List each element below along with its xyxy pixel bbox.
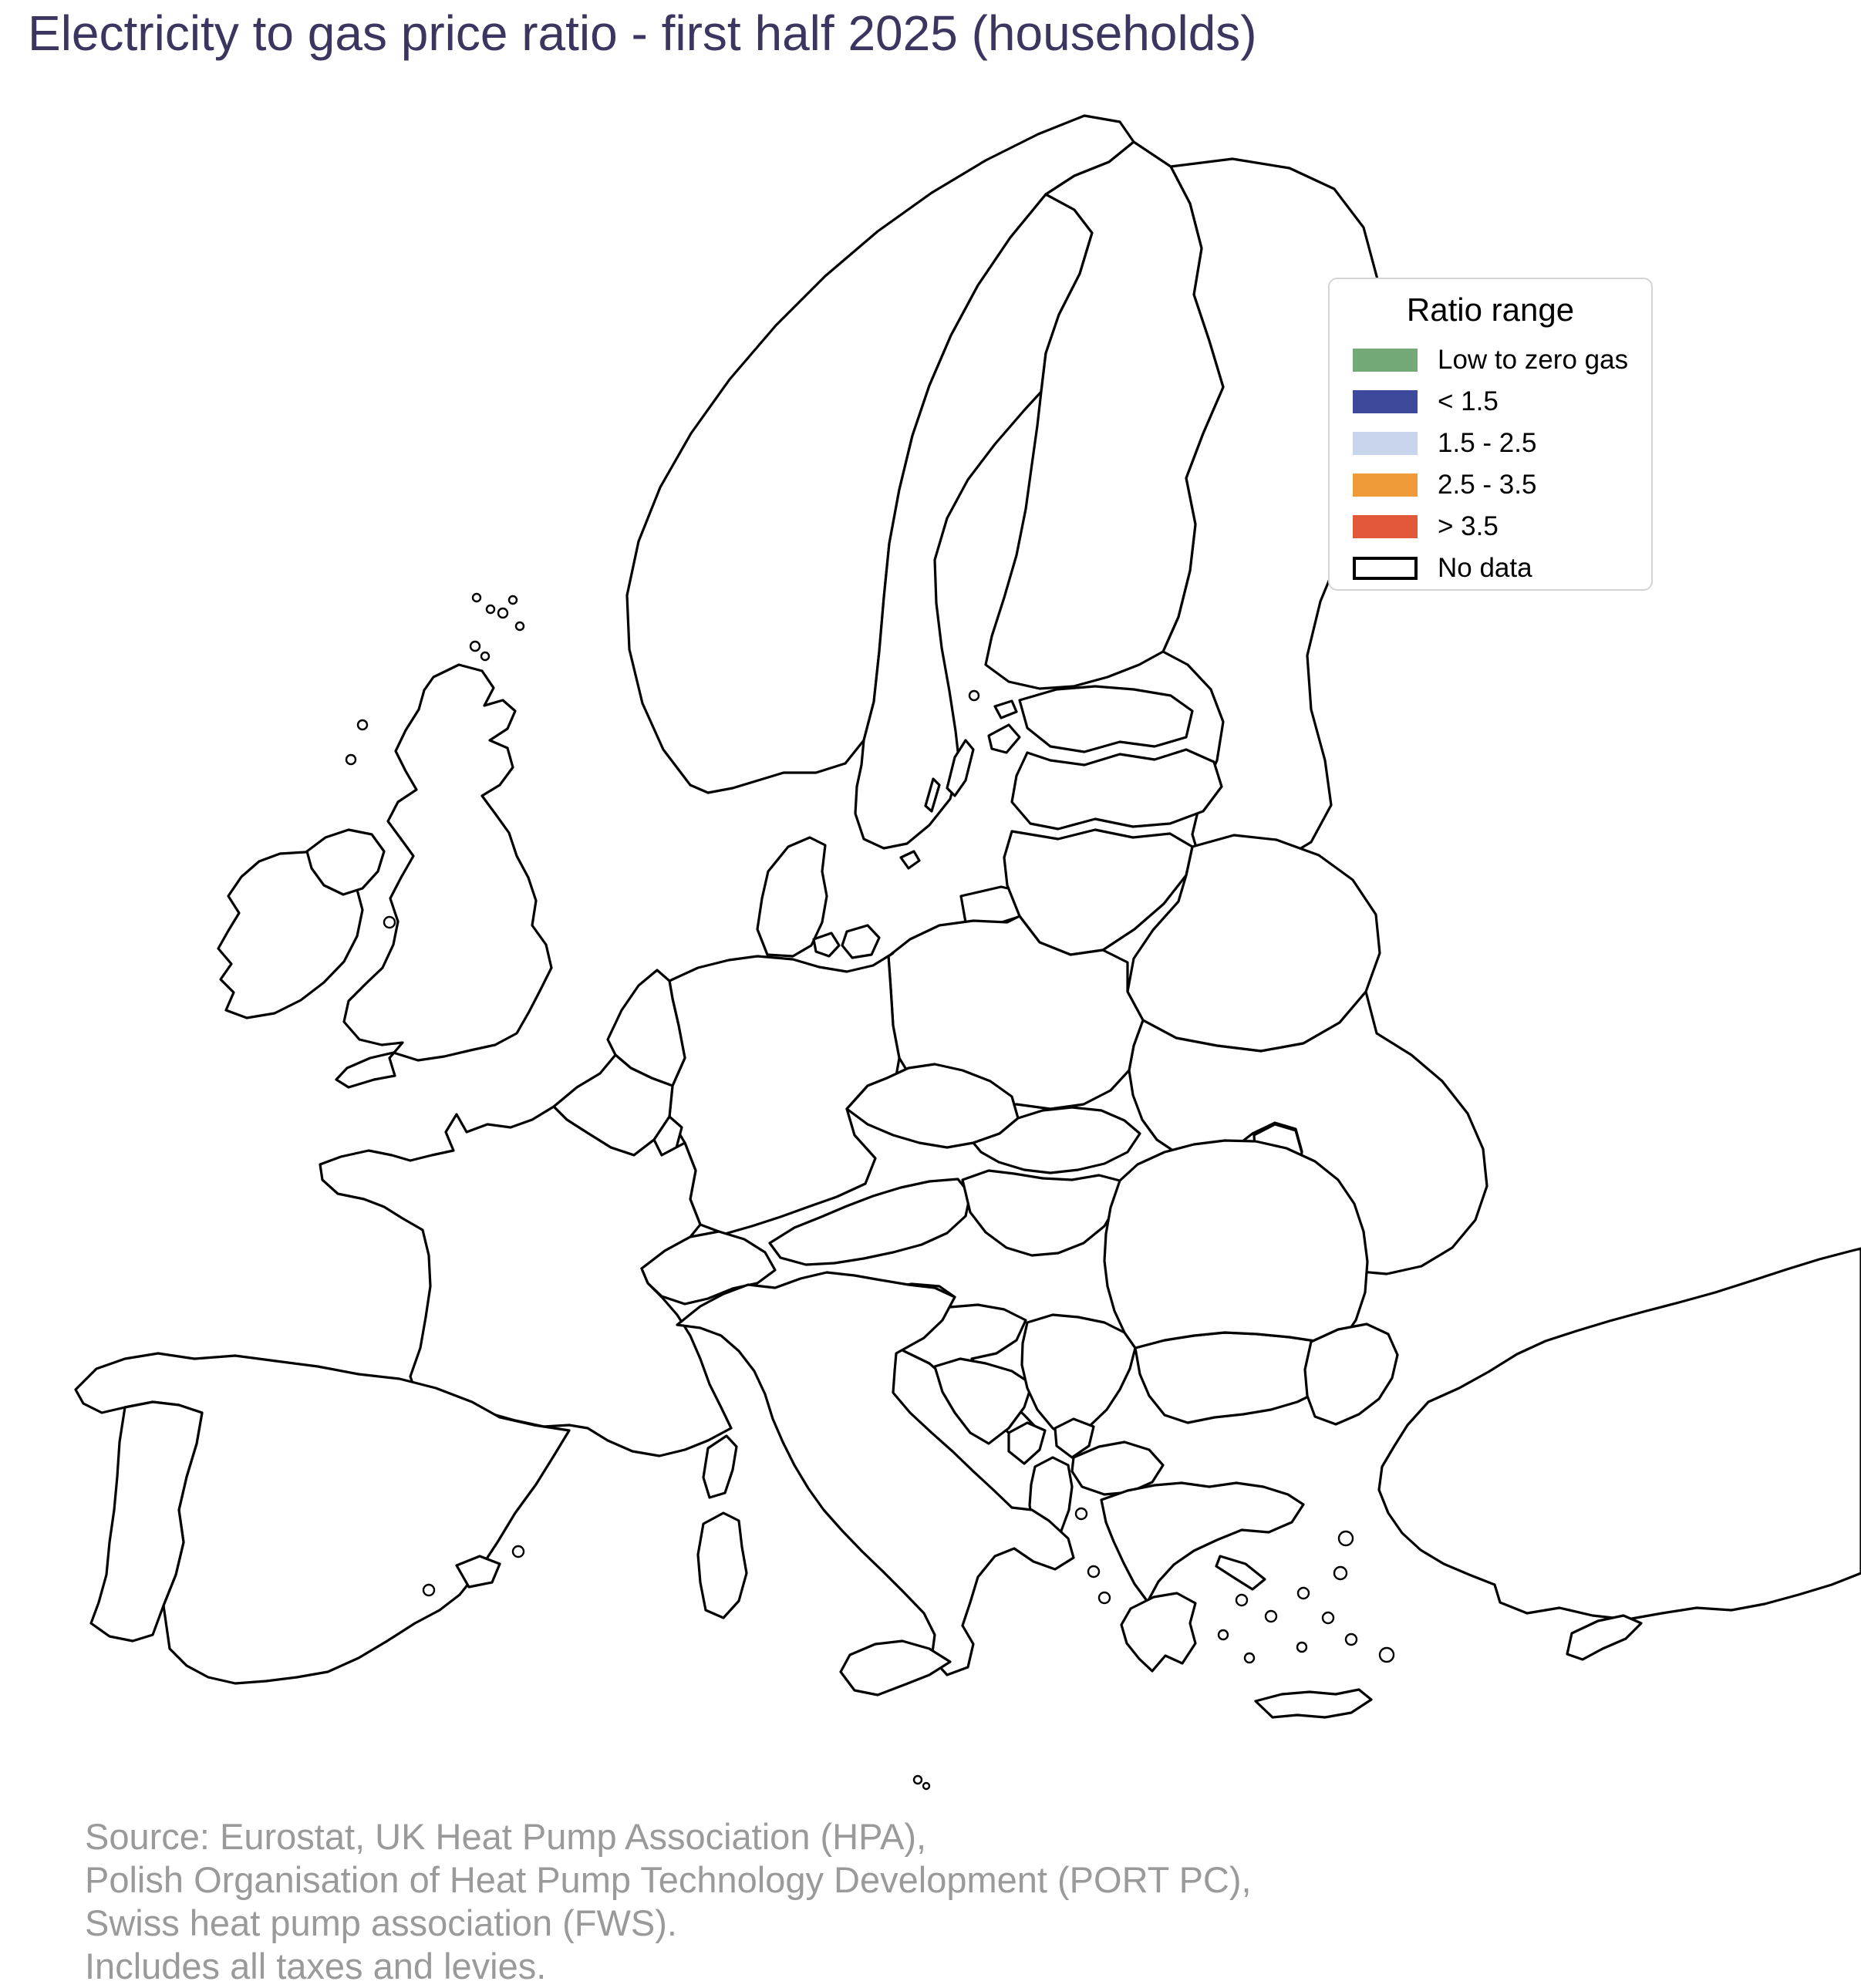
country-lithuania bbox=[1003, 828, 1194, 956]
country-sweden-oland bbox=[924, 777, 941, 813]
country-uk-hebrides-1 bbox=[356, 719, 369, 731]
country-estonia-saaremaa bbox=[987, 723, 1021, 754]
country-bosnia bbox=[933, 1357, 1033, 1445]
page-title: Electricity to gas price ratio - first h… bbox=[28, 5, 1257, 61]
legend-label: No data bbox=[1438, 553, 1532, 583]
country-greece-cyclades-1 bbox=[1235, 1593, 1249, 1607]
country-greece-cyclades-8 bbox=[1217, 1629, 1229, 1641]
country-greece-crete bbox=[1254, 1688, 1373, 1719]
country-greece-ionian-1 bbox=[1087, 1565, 1101, 1579]
country-serbia bbox=[1020, 1313, 1137, 1442]
country-uk-shetland-2 bbox=[507, 595, 518, 605]
legend-item-2-5-3-5: 2.5 - 3.5 bbox=[1330, 464, 1651, 506]
country-greece-cyclades-4 bbox=[1321, 1611, 1335, 1625]
country-faroe-2 bbox=[485, 604, 496, 615]
source-note: Source: Eurostat, UK Heat Pump Associati… bbox=[85, 1815, 1252, 1988]
country-cyprus bbox=[1566, 1614, 1643, 1661]
country-denmark bbox=[756, 836, 828, 958]
country-italy bbox=[676, 1271, 1075, 1676]
legend-swatch-gt-3-5 bbox=[1353, 515, 1418, 538]
legend-label: < 1.5 bbox=[1438, 386, 1499, 416]
country-greece-corfu bbox=[1074, 1507, 1088, 1521]
country-france-corsica bbox=[702, 1434, 738, 1499]
country-turkey-thrace bbox=[1303, 1323, 1399, 1426]
source-line-3: Swiss heat pump association (FWS). bbox=[85, 1902, 677, 1943]
country-uk-northern-ireland bbox=[305, 828, 386, 896]
legend: Ratio range Low to zero gas < 1.5 1.5 - … bbox=[1328, 278, 1653, 591]
legend-item-1-5-2-5: 1.5 - 2.5 bbox=[1330, 423, 1651, 464]
country-turkey-anatolia bbox=[1377, 1247, 1861, 1621]
country-estonia bbox=[1018, 685, 1194, 753]
country-greece-euboea bbox=[1215, 1555, 1266, 1591]
country-spain-ibiza bbox=[422, 1583, 436, 1597]
country-estonia-hiiumaa bbox=[993, 699, 1018, 719]
country-malta-2 bbox=[922, 1781, 931, 1791]
country-faroe-1 bbox=[471, 592, 482, 603]
legend-swatch-1-5-2-5 bbox=[1353, 432, 1418, 455]
country-italy-sicily bbox=[839, 1639, 952, 1697]
country-malta-1 bbox=[912, 1774, 923, 1785]
country-portugal bbox=[89, 1400, 204, 1643]
country-montenegro bbox=[1007, 1421, 1047, 1465]
legend-item-gt-3-5: > 3.5 bbox=[1330, 506, 1651, 548]
country-denmark-zealand bbox=[841, 924, 881, 959]
legend-swatch-2-5-3-5 bbox=[1353, 473, 1418, 497]
country-slovakia bbox=[972, 1106, 1141, 1174]
legend-label: 1.5 - 2.5 bbox=[1438, 428, 1537, 458]
country-greece bbox=[1100, 1481, 1305, 1603]
legend-label: Low to zero gas bbox=[1438, 345, 1629, 375]
country-uk-hebrides-2 bbox=[345, 753, 357, 766]
legend-label: 2.5 - 3.5 bbox=[1438, 470, 1537, 500]
country-greece-lesbos bbox=[1337, 1530, 1354, 1547]
country-uk-shetland-3 bbox=[514, 621, 525, 632]
country-finland bbox=[984, 140, 1225, 690]
country-denmark-funen bbox=[812, 932, 841, 958]
legend-item-low-zero-gas: Low to zero gas bbox=[1330, 339, 1651, 381]
legend-item-no-data: No data bbox=[1330, 548, 1651, 589]
country-greece-cyclades-6 bbox=[1296, 1641, 1308, 1653]
legend-swatch-no-data bbox=[1353, 557, 1418, 580]
country-sweden-gotland bbox=[946, 739, 975, 797]
country-latvia bbox=[1010, 748, 1223, 831]
country-uk-orkney-2 bbox=[480, 651, 491, 662]
source-line-2: Polish Organisation of Heat Pump Technol… bbox=[85, 1859, 1252, 1900]
source-line-1: Source: Eurostat, UK Heat Pump Associati… bbox=[85, 1816, 927, 1857]
country-greece-cyclades-3 bbox=[1296, 1586, 1310, 1600]
country-uk-orkney-1 bbox=[469, 640, 481, 652]
country-uk-shetland-1 bbox=[497, 607, 509, 619]
country-italy-sardinia bbox=[696, 1511, 748, 1619]
country-greece-cyclades-5 bbox=[1344, 1633, 1358, 1646]
country-spain-mallorca bbox=[455, 1555, 501, 1589]
country-greece-ionian-2 bbox=[1097, 1591, 1111, 1605]
country-greece-rhodes bbox=[1378, 1646, 1395, 1663]
country-greece-chios bbox=[1333, 1565, 1348, 1581]
country-isle-of-man bbox=[383, 915, 396, 929]
country-greece-cyclades-2 bbox=[1264, 1609, 1278, 1623]
source-line-4: Includes all taxes and levies. bbox=[85, 1946, 547, 1986]
country-north-macedonia bbox=[1070, 1440, 1165, 1496]
country-hungary bbox=[961, 1169, 1121, 1257]
country-romania bbox=[1103, 1139, 1369, 1349]
country-united-kingdom bbox=[335, 663, 553, 1089]
country-kosovo bbox=[1054, 1417, 1095, 1459]
country-finland-aland bbox=[968, 689, 980, 702]
legend-swatch-low-zero-gas bbox=[1353, 349, 1418, 372]
legend-title: Ratio range bbox=[1406, 291, 1575, 328]
legend-swatch-lt-1-5 bbox=[1353, 390, 1418, 413]
legend-label: > 3.5 bbox=[1438, 511, 1499, 541]
country-spain-menorca bbox=[511, 1545, 525, 1558]
country-denmark-bornholm bbox=[899, 850, 921, 870]
country-greece-peloponnese bbox=[1120, 1592, 1197, 1673]
legend-item-lt-1-5: < 1.5 bbox=[1330, 381, 1651, 423]
country-greece-cyclades-7 bbox=[1243, 1652, 1256, 1664]
